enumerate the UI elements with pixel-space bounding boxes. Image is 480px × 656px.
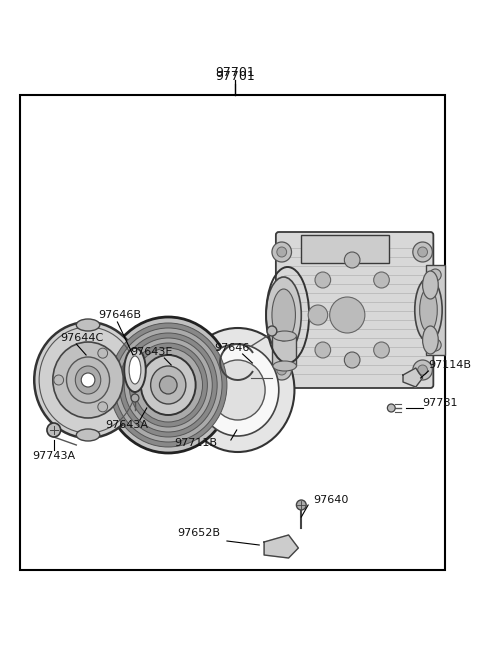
Ellipse shape: [134, 348, 203, 422]
Text: 97643A: 97643A: [106, 420, 149, 430]
Text: 97701: 97701: [215, 70, 255, 83]
Circle shape: [272, 242, 291, 262]
Circle shape: [98, 402, 108, 412]
Text: 97114B: 97114B: [429, 360, 471, 370]
Ellipse shape: [53, 342, 123, 418]
Ellipse shape: [415, 278, 442, 342]
Ellipse shape: [75, 366, 101, 394]
Circle shape: [47, 423, 60, 437]
Text: 97781: 97781: [422, 398, 458, 408]
Circle shape: [159, 376, 177, 394]
Ellipse shape: [266, 277, 301, 353]
Ellipse shape: [34, 322, 142, 438]
Ellipse shape: [120, 333, 217, 437]
Ellipse shape: [76, 429, 100, 441]
Text: 97646B: 97646B: [98, 310, 141, 320]
Ellipse shape: [129, 356, 141, 384]
Ellipse shape: [129, 343, 207, 427]
Ellipse shape: [105, 317, 232, 453]
Circle shape: [54, 375, 63, 385]
Ellipse shape: [197, 344, 279, 436]
Circle shape: [430, 339, 441, 351]
Text: 97640: 97640: [313, 495, 348, 505]
Circle shape: [418, 247, 428, 257]
FancyBboxPatch shape: [276, 232, 433, 388]
Circle shape: [98, 348, 108, 358]
Polygon shape: [264, 535, 299, 558]
Circle shape: [131, 394, 139, 402]
Text: 97646: 97646: [214, 343, 250, 353]
Circle shape: [344, 352, 360, 368]
Bar: [301, 235, 389, 263]
Circle shape: [413, 360, 432, 380]
Bar: [272, 336, 297, 366]
Circle shape: [315, 272, 331, 288]
Bar: [426, 265, 445, 355]
Circle shape: [297, 500, 306, 510]
Text: 97652B: 97652B: [177, 528, 220, 538]
Circle shape: [387, 404, 395, 412]
Ellipse shape: [420, 288, 437, 332]
Ellipse shape: [272, 289, 295, 341]
Ellipse shape: [181, 328, 294, 452]
Text: 97701: 97701: [215, 66, 255, 79]
Circle shape: [267, 326, 277, 336]
Bar: [20, 95, 445, 570]
Text: 97643E: 97643E: [131, 347, 173, 357]
Circle shape: [81, 373, 95, 387]
Circle shape: [374, 342, 389, 358]
Ellipse shape: [124, 338, 212, 432]
Ellipse shape: [141, 355, 196, 415]
Ellipse shape: [109, 323, 227, 447]
Circle shape: [308, 305, 328, 325]
Ellipse shape: [422, 326, 438, 354]
Circle shape: [277, 247, 287, 257]
Ellipse shape: [210, 360, 265, 420]
Ellipse shape: [67, 357, 109, 403]
Text: 97711B: 97711B: [174, 438, 217, 448]
Circle shape: [344, 252, 360, 268]
Circle shape: [330, 297, 365, 333]
Circle shape: [315, 342, 331, 358]
Text: 97743A: 97743A: [32, 451, 75, 461]
Circle shape: [418, 365, 428, 375]
Text: 97644C: 97644C: [60, 333, 104, 343]
Ellipse shape: [273, 331, 297, 341]
Polygon shape: [403, 368, 422, 387]
Circle shape: [430, 269, 441, 281]
Ellipse shape: [422, 271, 438, 299]
Ellipse shape: [114, 328, 222, 442]
Ellipse shape: [124, 348, 146, 392]
Circle shape: [277, 365, 287, 375]
Ellipse shape: [151, 366, 186, 404]
Circle shape: [272, 360, 291, 380]
Ellipse shape: [273, 361, 297, 371]
Ellipse shape: [76, 319, 100, 331]
Circle shape: [413, 242, 432, 262]
Circle shape: [374, 272, 389, 288]
